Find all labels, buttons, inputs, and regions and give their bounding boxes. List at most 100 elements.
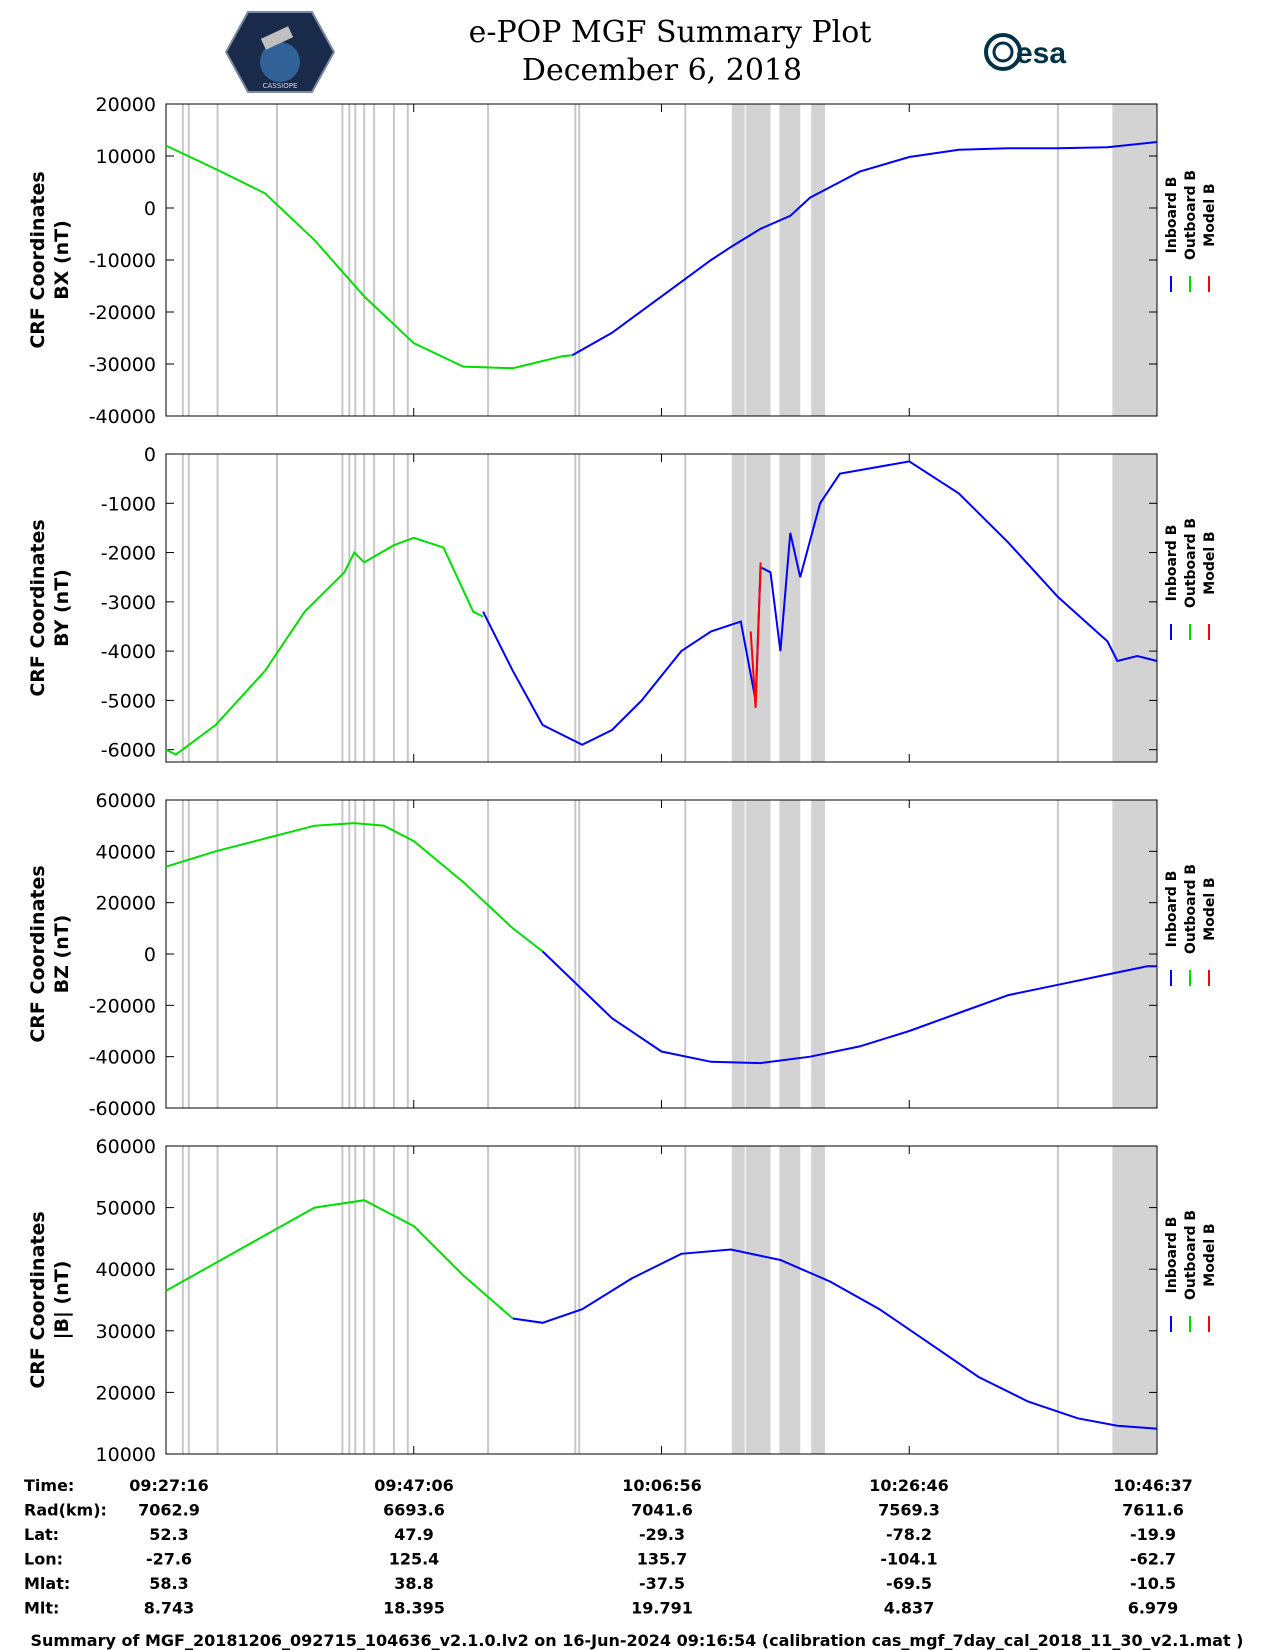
page-date: December 6, 2018	[522, 53, 802, 88]
info-cell: -37.5	[639, 1574, 685, 1593]
y-tick-label: -60000	[89, 1098, 156, 1120]
y-axis-label: BZ (nT)	[51, 915, 73, 994]
y-tick-label: -3000	[101, 592, 156, 614]
legend-label: Model B	[1202, 183, 1218, 246]
info-cell: -27.6	[146, 1550, 192, 1569]
y-tick-label: 0	[144, 444, 156, 466]
info-row-label: Rad(km):	[24, 1501, 107, 1520]
y-axis-label: |B| (nT)	[51, 1261, 73, 1340]
info-cell: 38.8	[394, 1574, 433, 1593]
legend-label: Outboard B	[1183, 170, 1199, 260]
y-tick-label: -20000	[89, 995, 156, 1017]
legend-label: Outboard B	[1183, 864, 1199, 954]
info-cell: -62.7	[1130, 1550, 1176, 1569]
data-gap-region	[745, 800, 771, 1108]
data-gap-region	[811, 800, 826, 1108]
data-gap-region	[731, 800, 745, 1108]
cassiope-logo-text: CASSIOPE	[263, 82, 298, 90]
data-gap-region	[731, 1146, 745, 1454]
y-axis-label: CRF Coordinates	[27, 865, 49, 1042]
panel-3: 60000 40000 20000 0 -20000 -40000 -60000 CRF Co…	[27, 790, 1218, 1120]
y-axis-label: BY (nT)	[51, 569, 73, 647]
info-cell: 7611.6	[1122, 1501, 1184, 1520]
data-gap-region	[811, 104, 826, 416]
legend-label: Outboard B	[1183, 518, 1199, 608]
y-tick-label: 10000	[96, 1444, 156, 1466]
info-cell: 18.395	[383, 1599, 445, 1618]
info-cell: 7062.9	[138, 1501, 200, 1520]
info-cell: 6693.6	[383, 1501, 445, 1520]
info-row-label: Time:	[24, 1476, 74, 1495]
y-tick-label: 40000	[96, 1259, 156, 1281]
legend-label: Inboard B	[1164, 177, 1180, 254]
info-cell: 8.743	[144, 1599, 195, 1618]
y-tick-label: -4000	[101, 641, 156, 663]
info-row-label: Lon:	[24, 1550, 63, 1569]
info-cell: 10:46:37	[1113, 1476, 1193, 1495]
y-tick-label: -40000	[89, 1047, 156, 1069]
legend-label: Model B	[1202, 1223, 1218, 1286]
data-gap-region	[1112, 1146, 1157, 1454]
y-tick-label: -10000	[89, 250, 156, 272]
plot-area	[166, 1146, 1157, 1454]
legend-label: Inboard B	[1164, 871, 1180, 948]
y-tick-label: 0	[144, 198, 156, 220]
info-row-label: Lat:	[24, 1525, 59, 1544]
info-cell: 47.9	[394, 1525, 433, 1544]
data-gap-region	[779, 104, 801, 416]
info-cell: -78.2	[886, 1525, 932, 1544]
footer-caption: Summary of MGF_20181206_092715_104636_v2…	[31, 1631, 1244, 1650]
y-tick-label: 10000	[96, 146, 156, 168]
y-tick-label: 40000	[96, 841, 156, 863]
panel-2: 0 -1000 -2000 -3000 -4000 -5000 -6000 CRF Coord…	[27, 444, 1218, 763]
series-line-inboard-b	[482, 460, 1158, 746]
series-line-inboard-b	[512, 1248, 1158, 1430]
info-cell: -104.1	[880, 1550, 937, 1569]
y-tick-label: -6000	[101, 740, 156, 762]
info-cell: 7569.3	[878, 1501, 940, 1520]
legend-label: Outboard B	[1183, 1210, 1199, 1300]
y-axis-label: CRF Coordinates	[27, 1211, 49, 1388]
series-line-inboard-b	[541, 950, 1157, 1065]
y-tick-label: 20000	[96, 1382, 156, 1404]
y-tick-label: 20000	[96, 893, 156, 915]
info-cell: 135.7	[637, 1550, 688, 1569]
series-line-outboard-b	[165, 144, 573, 370]
y-axis-label: CRF Coordinates	[27, 171, 49, 348]
data-gap-region	[731, 104, 745, 416]
info-cell: -10.5	[1130, 1574, 1176, 1593]
info-cell: 09:27:16	[129, 1476, 209, 1495]
y-tick-label: -5000	[101, 690, 156, 712]
legend-label: Inboard B	[1164, 525, 1180, 602]
y-tick-label: 20000	[96, 94, 156, 116]
info-row-label: Mlat:	[24, 1574, 70, 1593]
plot-area	[166, 454, 1157, 762]
info-cell: 09:47:06	[374, 1476, 454, 1495]
info-cell: 10:26:46	[869, 1476, 949, 1495]
data-gap-region	[745, 104, 771, 416]
y-tick-label: -40000	[89, 406, 156, 428]
info-cell: 10:06:56	[622, 1476, 702, 1495]
series-line-outboard-b	[165, 822, 544, 953]
data-gap-region	[1112, 454, 1157, 762]
y-tick-label: -1000	[101, 493, 156, 515]
legend-label: Model B	[1202, 531, 1218, 594]
series-line-outboard-b	[165, 1199, 514, 1320]
data-gap-region	[745, 1146, 771, 1454]
y-axis-label: BX (nT)	[51, 220, 73, 300]
y-tick-label: -30000	[89, 354, 156, 376]
page-title: e-POP MGF Summary Plot	[469, 15, 872, 50]
panel-4: 60000 50000 40000 30000 20000 10000 CRF Coordi…	[27, 1136, 1218, 1466]
y-tick-label: -2000	[101, 543, 156, 565]
info-cell: -69.5	[886, 1574, 932, 1593]
y-tick-label: 60000	[96, 790, 156, 812]
y-axis-label: CRF Coordinates	[27, 519, 49, 696]
panel-1: 20000 10000 0 -10000 -20000 -30000 -40000 CRF C…	[27, 94, 1218, 428]
info-cell: 7041.6	[631, 1501, 693, 1520]
data-gap-region	[731, 454, 745, 762]
info-row-label: Mlt:	[24, 1599, 59, 1618]
y-tick-label: 50000	[96, 1198, 156, 1220]
cassiope-logo: CASSIOPE	[224, 11, 336, 93]
info-cell: 6.979	[1128, 1599, 1179, 1618]
legend-label: Model B	[1202, 877, 1218, 940]
